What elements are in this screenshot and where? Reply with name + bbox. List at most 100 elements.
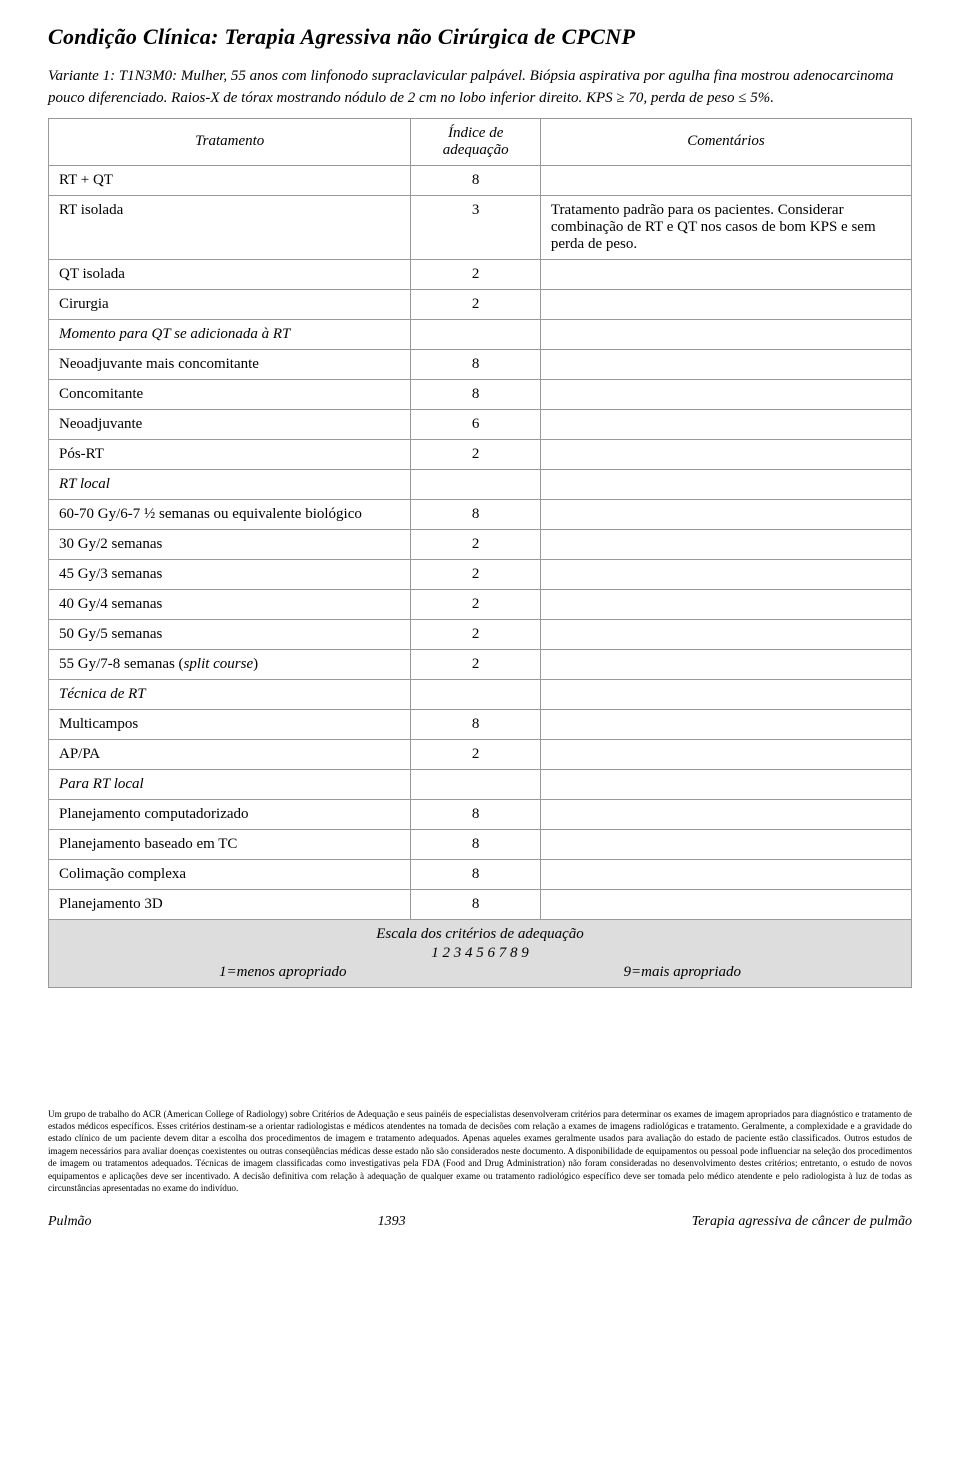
footer-right: Terapia agressiva de câncer de pulmão bbox=[692, 1214, 912, 1230]
index-cell: 2 bbox=[411, 259, 540, 289]
index-cell: 2 bbox=[411, 559, 540, 589]
index-cell: 8 bbox=[411, 799, 540, 829]
comment-cell bbox=[540, 679, 911, 709]
comment-cell bbox=[540, 829, 911, 859]
table-row: Planejamento baseado em TC8 bbox=[49, 829, 912, 859]
comment-cell bbox=[540, 319, 911, 349]
adequacy-table: Tratamento Índice de adequação Comentári… bbox=[48, 118, 912, 988]
table-row: 50 Gy/5 semanas2 bbox=[49, 619, 912, 649]
index-cell: 6 bbox=[411, 409, 540, 439]
table-row: 60-70 Gy/6-7 ½ semanas ou equivalente bi… bbox=[49, 499, 912, 529]
treatment-cell: Neoadjuvante bbox=[49, 409, 411, 439]
treatment-cell: 50 Gy/5 semanas bbox=[49, 619, 411, 649]
index-cell: 8 bbox=[411, 499, 540, 529]
footer-center: 1393 bbox=[378, 1214, 406, 1230]
index-cell: 2 bbox=[411, 289, 540, 319]
index-cell bbox=[411, 469, 540, 499]
comment-cell bbox=[540, 589, 911, 619]
treatment-cell: RT local bbox=[49, 469, 411, 499]
treatment-cell: Pós-RT bbox=[49, 439, 411, 469]
disclaimer-fineprint: Um grupo de trabalho do ACR (American Co… bbox=[48, 1108, 912, 1195]
page-title: Condição Clínica: Terapia Agressiva não … bbox=[48, 24, 912, 50]
index-cell: 8 bbox=[411, 379, 540, 409]
comment-cell bbox=[540, 799, 911, 829]
table-row: Neoadjuvante mais concomitante8 bbox=[49, 349, 912, 379]
comment-cell bbox=[540, 529, 911, 559]
index-cell: 2 bbox=[411, 529, 540, 559]
index-cell: 2 bbox=[411, 739, 540, 769]
table-row: 30 Gy/2 semanas2 bbox=[49, 529, 912, 559]
table-row: AP/PA2 bbox=[49, 739, 912, 769]
comment-cell bbox=[540, 709, 911, 739]
treatment-cell: Momento para QT se adicionada à RT bbox=[49, 319, 411, 349]
treatment-cell: Colimação complexa bbox=[49, 859, 411, 889]
table-row: Planejamento 3D8 bbox=[49, 889, 912, 919]
index-cell: 3 bbox=[411, 195, 540, 259]
treatment-cell: 45 Gy/3 semanas bbox=[49, 559, 411, 589]
index-cell: 8 bbox=[411, 165, 540, 195]
index-cell bbox=[411, 319, 540, 349]
scale-left: 1=menos apropriado bbox=[219, 964, 347, 981]
index-cell bbox=[411, 679, 540, 709]
comment-cell bbox=[540, 349, 911, 379]
treatment-cell: 55 Gy/7-8 semanas (split course) bbox=[49, 649, 411, 679]
index-cell: 2 bbox=[411, 589, 540, 619]
scale-row: Escala dos critérios de adequação 1 2 3 … bbox=[49, 919, 912, 987]
comment-cell bbox=[540, 769, 911, 799]
index-cell bbox=[411, 769, 540, 799]
index-cell: 8 bbox=[411, 709, 540, 739]
col-header-comments: Comentários bbox=[540, 118, 911, 165]
table-row: Colimação complexa8 bbox=[49, 859, 912, 889]
table-row: Cirurgia2 bbox=[49, 289, 912, 319]
index-cell: 8 bbox=[411, 349, 540, 379]
table-row: QT isolada2 bbox=[49, 259, 912, 289]
treatment-cell: Técnica de RT bbox=[49, 679, 411, 709]
table-row: Neoadjuvante6 bbox=[49, 409, 912, 439]
table-row: Planejamento computadorizado8 bbox=[49, 799, 912, 829]
scale-numbers: 1 2 3 4 5 6 7 8 9 bbox=[59, 945, 901, 962]
comment-cell bbox=[540, 379, 911, 409]
table-row: Momento para QT se adicionada à RT bbox=[49, 319, 912, 349]
footer-left: Pulmão bbox=[48, 1214, 92, 1230]
index-cell: 2 bbox=[411, 439, 540, 469]
table-row: RT local bbox=[49, 469, 912, 499]
table-row: 55 Gy/7-8 semanas (split course)2 bbox=[49, 649, 912, 679]
treatment-cell: 60-70 Gy/6-7 ½ semanas ou equivalente bi… bbox=[49, 499, 411, 529]
comment-cell bbox=[540, 619, 911, 649]
comment-cell bbox=[540, 649, 911, 679]
table-row: Pós-RT2 bbox=[49, 439, 912, 469]
treatment-cell: Para RT local bbox=[49, 769, 411, 799]
page-footer: Pulmão 1393 Terapia agressiva de câncer … bbox=[48, 1214, 912, 1230]
treatment-cell: QT isolada bbox=[49, 259, 411, 289]
treatment-cell: Multicampos bbox=[49, 709, 411, 739]
table-row: Para RT local bbox=[49, 769, 912, 799]
comment-cell bbox=[540, 559, 911, 589]
index-cell: 8 bbox=[411, 889, 540, 919]
treatment-cell: Planejamento computadorizado bbox=[49, 799, 411, 829]
variant-subtitle: Variante 1: T1N3M0: Mulher, 55 anos com … bbox=[48, 66, 912, 110]
table-row: Concomitante8 bbox=[49, 379, 912, 409]
scale-right: 9=mais apropriado bbox=[624, 964, 742, 981]
treatment-cell: Concomitante bbox=[49, 379, 411, 409]
comment-cell bbox=[540, 289, 911, 319]
index-cell: 8 bbox=[411, 859, 540, 889]
table-row: Técnica de RT bbox=[49, 679, 912, 709]
table-row: RT isolada3Tratamento padrão para os pac… bbox=[49, 195, 912, 259]
comment-cell bbox=[540, 499, 911, 529]
col-header-index: Índice de adequação bbox=[411, 118, 540, 165]
table-row: 45 Gy/3 semanas2 bbox=[49, 559, 912, 589]
treatment-cell: Cirurgia bbox=[49, 289, 411, 319]
treatment-cell: 30 Gy/2 semanas bbox=[49, 529, 411, 559]
treatment-cell: AP/PA bbox=[49, 739, 411, 769]
index-cell: 2 bbox=[411, 649, 540, 679]
comment-cell bbox=[540, 165, 911, 195]
index-cell: 8 bbox=[411, 829, 540, 859]
treatment-cell: Planejamento 3D bbox=[49, 889, 411, 919]
comment-cell: Tratamento padrão para os pacientes. Con… bbox=[540, 195, 911, 259]
col-header-treatment: Tratamento bbox=[49, 118, 411, 165]
comment-cell bbox=[540, 889, 911, 919]
scale-title: Escala dos critérios de adequação bbox=[59, 926, 901, 943]
table-row: Multicampos8 bbox=[49, 709, 912, 739]
treatment-cell: 40 Gy/4 semanas bbox=[49, 589, 411, 619]
table-row: 40 Gy/4 semanas2 bbox=[49, 589, 912, 619]
